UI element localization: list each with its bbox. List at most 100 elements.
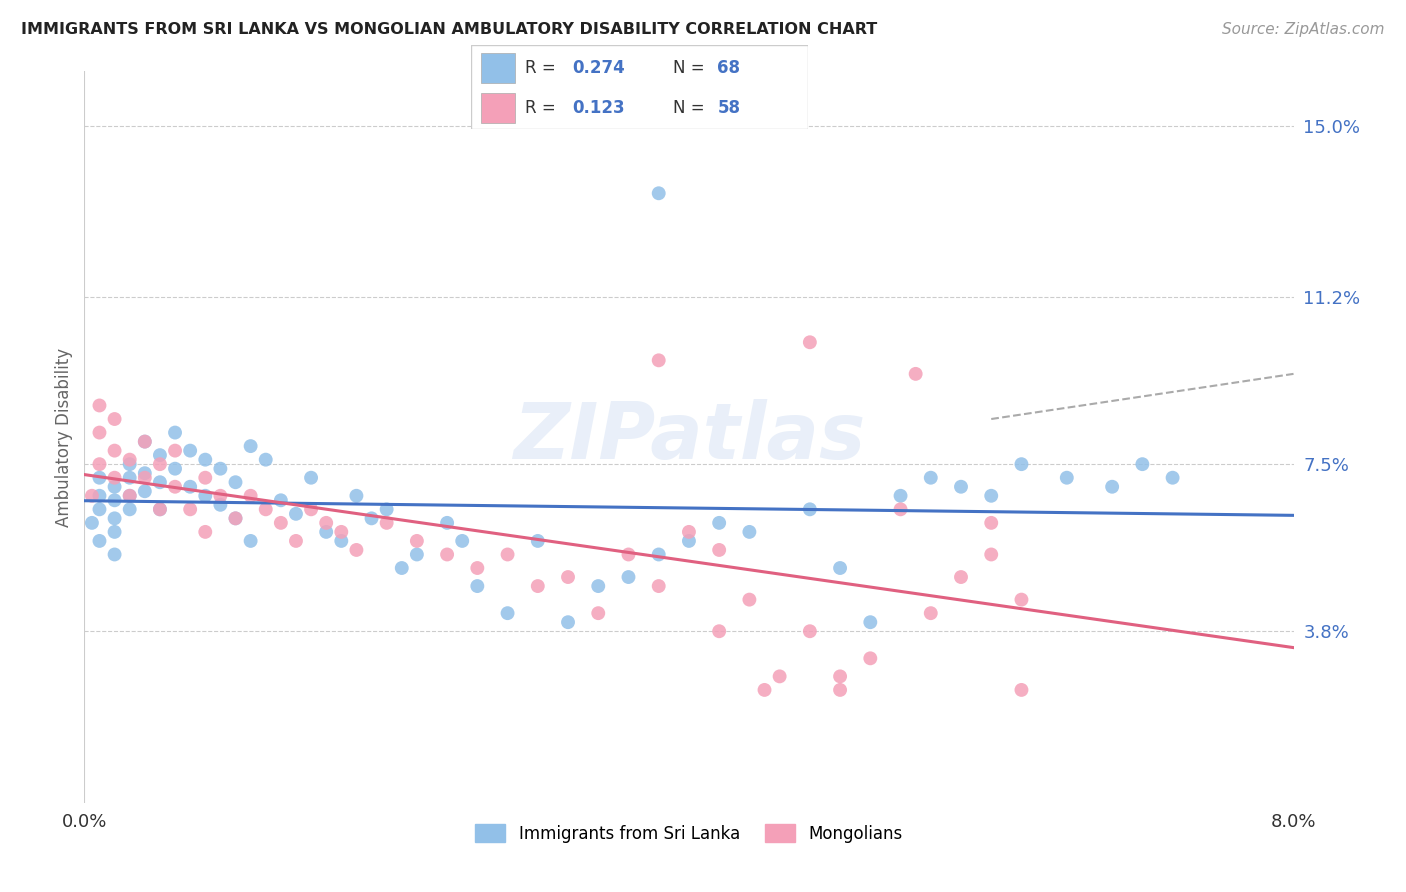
Point [134,471,156,485]
Point [239,489,262,503]
Point [330,524,353,539]
Point [149,502,172,516]
Point [709,516,731,530]
Point [118,502,141,516]
Point [648,579,671,593]
Point [375,516,398,530]
Point [104,480,127,494]
Point [980,489,1002,503]
Text: R =: R = [524,99,555,117]
Point [104,412,127,426]
Point [467,579,489,593]
Point [89,489,111,503]
Point [315,516,337,530]
Point [1011,682,1033,697]
Point [194,489,217,503]
Point [588,579,610,593]
Point [330,533,353,548]
Point [496,606,519,620]
Point [1011,457,1033,471]
Text: N =: N = [673,59,704,77]
Text: 58: 58 [717,99,741,117]
Point [118,489,141,503]
Point [165,461,187,475]
Point [89,471,111,485]
Point [239,439,262,453]
Point [1011,592,1033,607]
Point [496,548,519,562]
Text: 68: 68 [717,59,741,77]
Point [104,511,127,525]
Point [890,502,912,516]
Point [617,570,640,584]
Legend: Immigrants from Sri Lanka, Mongolians: Immigrants from Sri Lanka, Mongolians [468,818,910,849]
Point [890,489,912,503]
Text: 0.123: 0.123 [572,99,624,117]
Point [678,524,700,539]
Point [1056,471,1078,485]
Point [648,353,671,368]
Point [557,570,579,584]
Point [360,511,382,525]
Point [527,533,550,548]
Point [134,434,156,449]
Point [254,452,277,467]
Point [89,457,111,471]
Text: ZIPatlas: ZIPatlas [513,399,865,475]
Point [527,579,550,593]
Point [179,443,201,458]
Point [557,615,579,630]
Point [1101,480,1123,494]
Point [920,606,942,620]
Point [859,651,882,665]
Point [270,516,292,530]
Point [134,484,156,499]
Point [830,682,852,697]
Point [270,493,292,508]
Point [451,533,474,548]
Point [194,471,217,485]
Point [134,466,156,480]
Point [436,548,458,562]
Point [980,516,1002,530]
Point [149,502,172,516]
Text: IMMIGRANTS FROM SRI LANKA VS MONGOLIAN AMBULATORY DISABILITY CORRELATION CHART: IMMIGRANTS FROM SRI LANKA VS MONGOLIAN A… [21,22,877,37]
Point [225,511,247,525]
Y-axis label: Ambulatory Disability: Ambulatory Disability [55,348,73,526]
Point [391,561,413,575]
Point [285,507,308,521]
Point [648,548,671,562]
Point [315,524,337,539]
Point [239,533,262,548]
Point [738,592,761,607]
FancyBboxPatch shape [471,45,808,129]
Point [165,480,187,494]
Point [80,516,103,530]
Point [89,533,111,548]
Point [1132,457,1154,471]
Point [134,434,156,449]
Text: R =: R = [524,59,555,77]
Point [165,443,187,458]
Text: N =: N = [673,99,704,117]
Point [830,669,852,683]
Point [179,480,201,494]
Point [80,489,103,503]
Point [950,570,973,584]
Point [467,561,489,575]
Point [179,502,201,516]
Point [346,543,368,558]
Point [830,561,852,575]
Point [254,502,277,516]
Text: Source: ZipAtlas.com: Source: ZipAtlas.com [1222,22,1385,37]
Point [104,443,127,458]
Point [209,461,232,475]
Point [194,524,217,539]
Point [920,471,942,485]
Point [950,480,973,494]
Point [375,502,398,516]
Point [118,457,141,471]
Bar [481,54,515,83]
Point [769,669,792,683]
Point [225,511,247,525]
